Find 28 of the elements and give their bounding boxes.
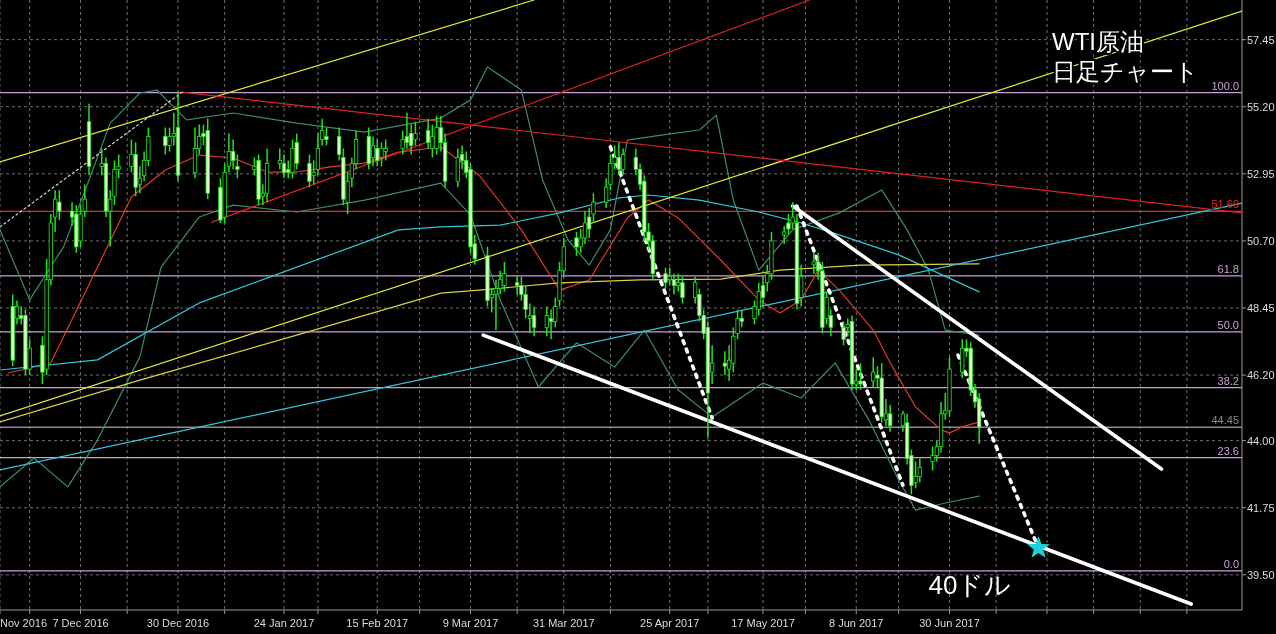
x-tick-label: 25 Apr 2017 [640, 617, 700, 629]
x-tick-label: 7 Dec 2016 [52, 617, 109, 629]
x-tick-label: Nov 2016 [0, 617, 48, 629]
x-tick-label: 31 Mar 2017 [532, 617, 595, 629]
y-tick-label: 57.45 [1247, 33, 1275, 46]
y-tick-label: 55.20 [1247, 100, 1275, 113]
y-tick-label: 41.75 [1247, 501, 1275, 514]
x-tick-label: 30 Dec 2016 [146, 617, 210, 629]
x-tick-label: 15 Feb 2017 [346, 617, 409, 629]
x-tick-label: 17 May 2017 [731, 617, 795, 629]
annotation: 23.6 [1217, 444, 1239, 457]
annotation: 0.0 [1223, 557, 1239, 570]
y-tick-label: 50.70 [1247, 234, 1275, 247]
x-tick-label: 30 Jun 2017 [919, 617, 980, 629]
annotation: 38.2 [1217, 374, 1239, 387]
ref-line-label: 44.45 [1211, 414, 1239, 427]
annotation: 50.0 [1217, 318, 1239, 331]
x-tick-label: 8 Jun 2017 [829, 617, 884, 629]
y-tick-label: 52.95 [1247, 167, 1275, 180]
annotation: 61.8 [1217, 262, 1239, 275]
annotation: 100.0 [1211, 79, 1239, 92]
annotation: 40ドル [928, 569, 1012, 600]
y-tick-label: 48.45 [1247, 301, 1275, 314]
y-tick-label: 44.00 [1247, 434, 1275, 447]
y-tick-label: 39.50 [1247, 568, 1275, 581]
x-tick-label: 24 Jan 2017 [253, 617, 315, 629]
y-tick-label: 46.20 [1247, 369, 1275, 382]
x-tick-label: 9 Mar 2017 [442, 617, 499, 629]
